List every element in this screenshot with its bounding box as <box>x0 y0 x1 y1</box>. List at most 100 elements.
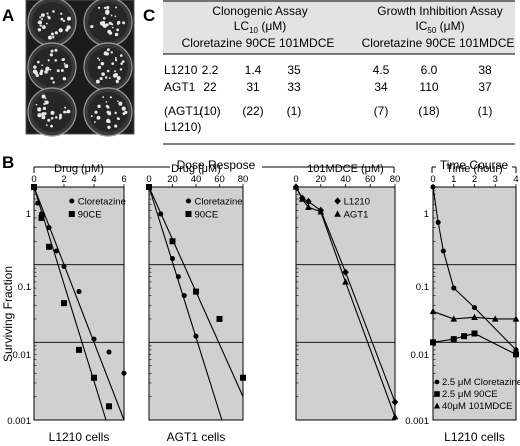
marker-square <box>430 339 436 346</box>
colony <box>39 16 42 19</box>
marker-square <box>146 184 152 190</box>
marker-square <box>169 238 176 245</box>
colony <box>109 77 111 79</box>
colony <box>93 121 96 123</box>
colony <box>65 111 68 114</box>
marker-triangle <box>305 203 312 210</box>
colony <box>66 16 71 21</box>
x-tick-label: 4 <box>91 174 96 185</box>
colony <box>122 21 126 25</box>
colony <box>60 17 64 21</box>
marker-square <box>450 336 457 343</box>
colony <box>36 60 40 64</box>
table-cell: 34 <box>374 80 388 94</box>
x-tick-label: 1 <box>451 174 456 185</box>
marker-triangle <box>433 402 441 409</box>
colony <box>117 100 119 103</box>
colony <box>46 12 49 15</box>
colony <box>109 111 111 113</box>
colony <box>50 124 53 128</box>
marker-square <box>193 288 199 295</box>
colony <box>39 24 42 27</box>
marker-square <box>46 243 52 250</box>
colony <box>58 117 61 120</box>
table-cell: 38 <box>478 63 492 77</box>
fit-line <box>33 186 107 421</box>
marker-circle <box>430 184 436 190</box>
y-tick-label: 0.1 <box>416 282 429 293</box>
marker-circle <box>76 289 82 295</box>
colony <box>103 6 107 10</box>
colony <box>97 6 101 9</box>
x-tick-label: 0 <box>31 174 36 185</box>
marker-square <box>185 211 192 217</box>
marker-circle <box>513 347 519 353</box>
colony <box>105 118 111 123</box>
colony <box>124 110 128 115</box>
colony <box>111 23 114 26</box>
colony <box>117 117 121 121</box>
table-cell: 1.4 <box>245 63 262 77</box>
x-tick-label: 60 <box>365 174 376 185</box>
x-tick-label: 0 <box>293 174 298 185</box>
marker-square <box>31 184 37 190</box>
table-cell: 31 <box>246 80 260 94</box>
colony <box>97 65 102 70</box>
colony <box>42 106 47 111</box>
marker-triangle <box>391 413 399 420</box>
colony <box>66 25 71 30</box>
table-group-clonogenic-columns: Cloretazine 90CE 101MDCE <box>182 36 335 50</box>
marker-triangle <box>317 208 325 215</box>
marker-circle <box>185 198 192 204</box>
colony <box>47 118 51 122</box>
marker-triangle <box>334 210 341 217</box>
plot-agt1-dose: 0 20 40 60 80 Drug (μM) AGT1 cells Cloretazine 9… <box>146 163 248 444</box>
culture-well-inner <box>88 2 128 42</box>
colony <box>119 54 123 57</box>
colony <box>101 72 105 76</box>
table-group-growth-metric: IC50 (μM) <box>415 19 464 35</box>
colony <box>111 62 115 65</box>
colony <box>106 6 110 10</box>
colony <box>66 29 69 32</box>
colony <box>114 111 117 115</box>
colony <box>115 79 119 84</box>
marker-square <box>240 374 246 381</box>
panel-label-b: B <box>2 153 14 172</box>
colony <box>45 22 48 25</box>
colony <box>37 107 42 112</box>
legend-label: 2.5 μM Cloretazine <box>442 377 520 388</box>
dose-response-title: Dose Respose <box>177 158 256 172</box>
colony <box>63 110 67 114</box>
table-cell: 33 <box>287 80 301 94</box>
x-axis-label: Drug (μM) <box>171 163 221 175</box>
colony <box>66 109 71 114</box>
table-cell: (18) <box>418 104 439 118</box>
colony <box>37 113 42 118</box>
table-cell: (1) <box>287 104 302 118</box>
colony <box>50 117 54 120</box>
legend-label: 40μM 101MDCE <box>442 401 512 412</box>
colony <box>44 70 48 74</box>
legend-label: 90CE <box>194 210 218 221</box>
x-tick-label: 20 <box>315 174 326 185</box>
marker-circle <box>175 274 181 280</box>
colony <box>50 32 54 36</box>
colony <box>110 51 113 54</box>
colony <box>114 59 118 62</box>
legend-label: 2.5 μM 90CE <box>442 389 498 400</box>
marker-triangle <box>471 313 478 321</box>
colony <box>96 115 101 120</box>
marker-circle <box>35 200 41 206</box>
colony <box>114 15 117 18</box>
x-tick-label: 0 <box>146 174 151 185</box>
colony <box>52 81 55 84</box>
plot-l1210-dose: 0 2 4 6 Drug (μM) L1210 cells Cloretazine 90CE <box>31 163 127 444</box>
colony <box>114 124 118 128</box>
marker-triangle <box>491 315 499 322</box>
plot-101mdce-dose: 0 20 40 60 80 101MDCE (μM) L1210 AGT1 <box>292 163 400 421</box>
table-cell: 6.0 <box>421 63 438 77</box>
colony <box>118 101 123 106</box>
marker-circle <box>106 349 112 355</box>
colony <box>54 48 58 52</box>
